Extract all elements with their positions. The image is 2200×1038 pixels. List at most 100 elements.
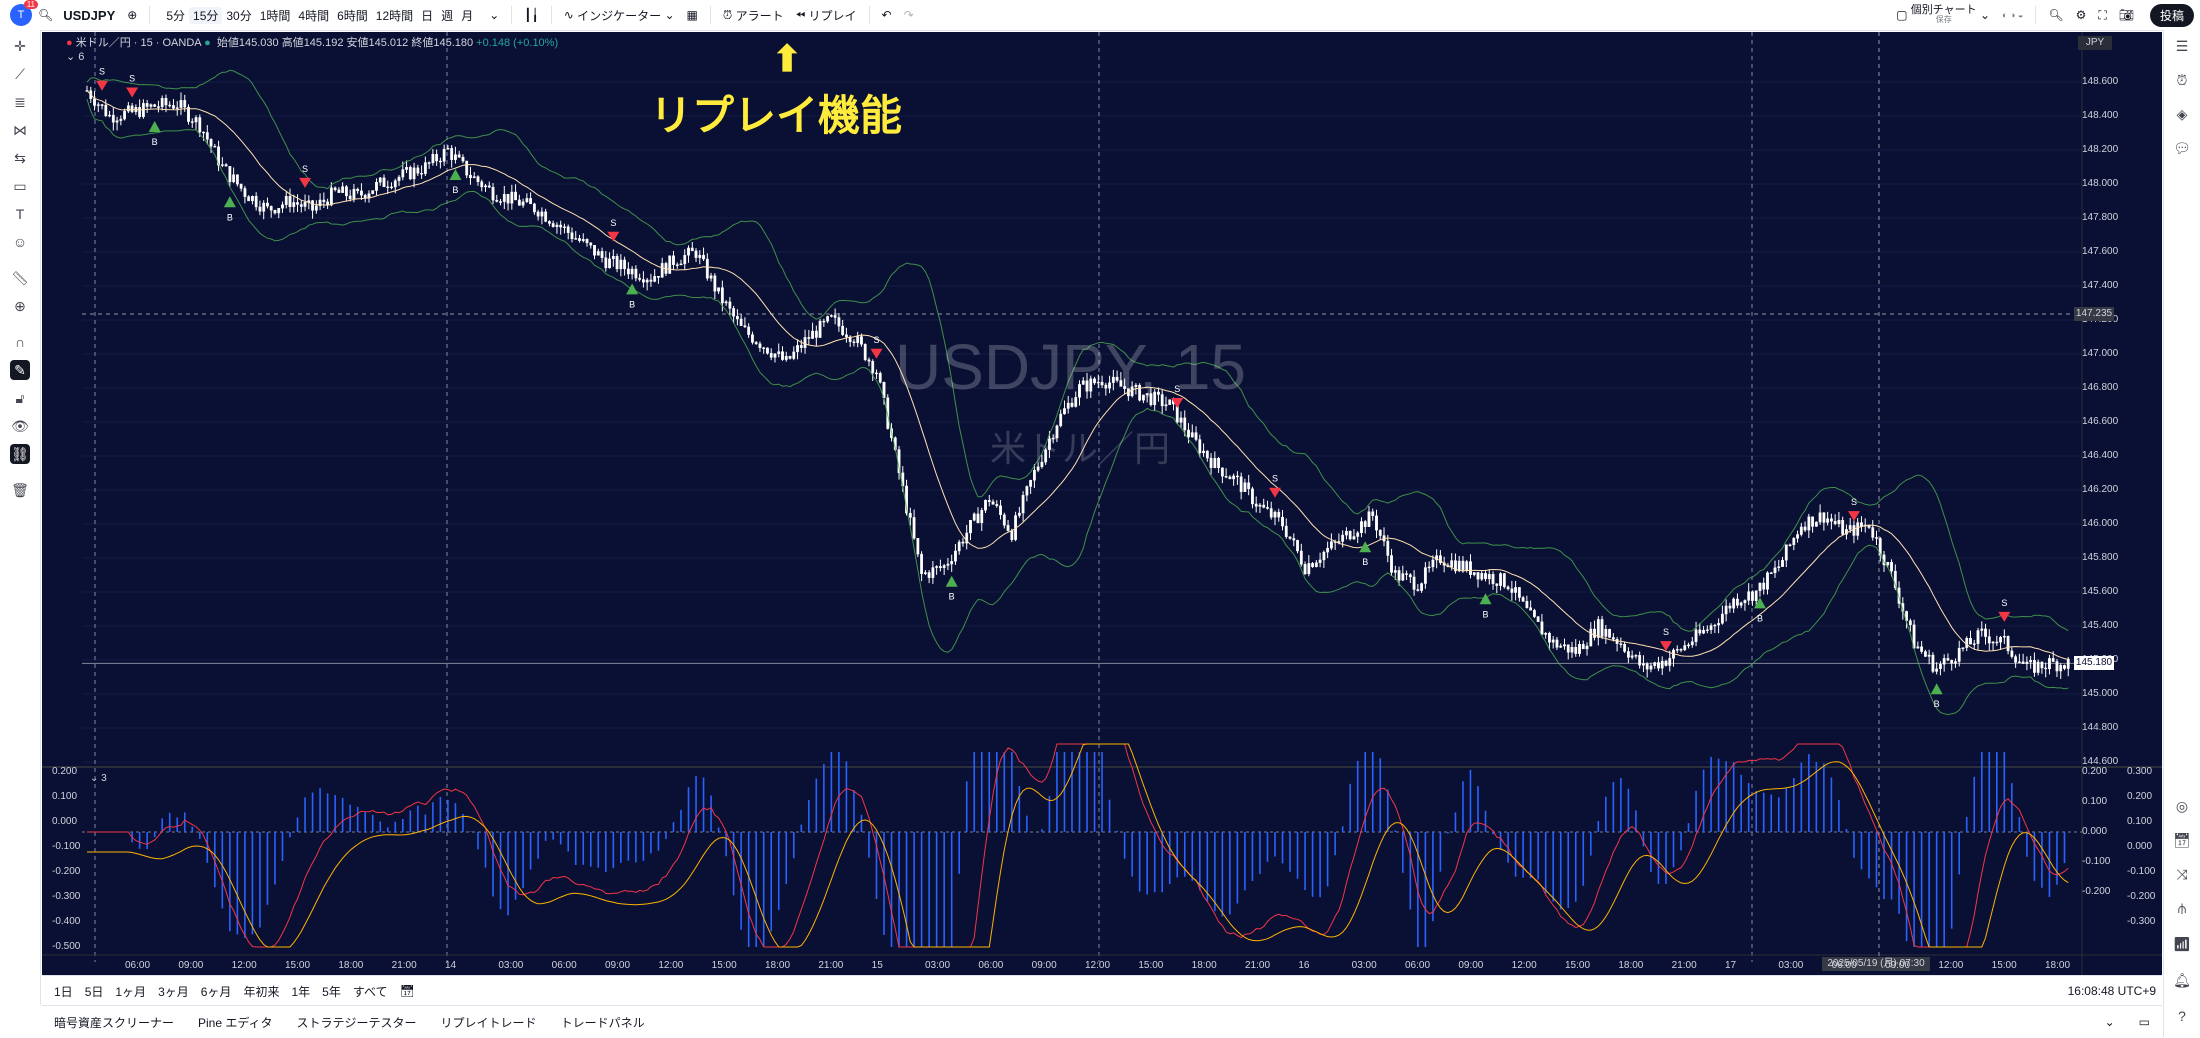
network-icon[interactable]: ⤨ <box>2176 865 2188 882</box>
add-symbol-button[interactable]: ⊕ <box>127 8 138 22</box>
range-1[interactable]: 5日 <box>84 984 104 999</box>
maximize-panel-icon[interactable]: ▭ <box>2138 1015 2150 1029</box>
clock-label[interactable]: 16:08:48 UTC+9 <box>2067 984 2156 998</box>
magnet-icon[interactable]: ∩ <box>14 334 26 350</box>
oscillator-collapse-toggle[interactable]: ⌄ 3 <box>90 773 107 784</box>
candle-body <box>1525 601 1529 608</box>
tab-1[interactable]: Pine エディタ <box>198 1015 273 1030</box>
timeframe-5[interactable]: 6時間 <box>337 8 368 23</box>
timeframe-2[interactable]: 30分 <box>226 8 252 23</box>
candle-body <box>999 505 1002 516</box>
tab-3[interactable]: リプレイトレード <box>440 1015 537 1030</box>
candle-body <box>194 117 198 123</box>
tab-0[interactable]: 暗号資産スクリーナー <box>54 1015 175 1030</box>
range-8[interactable]: すべて <box>352 984 388 999</box>
watchlist-icon[interactable]: ☰ <box>2175 37 2189 54</box>
chart-canvas[interactable]: S S B B S B S B S B S S B B S B S B S <box>42 32 2162 975</box>
crosshair-icon[interactable]: ✛ <box>14 37 26 54</box>
zoom-icon[interactable]: ⊕ <box>14 297 26 314</box>
search-icon: 🔍︎ <box>38 8 54 22</box>
forecast-icon[interactable]: ⇆ <box>14 149 26 166</box>
settings-button[interactable]: ⚙ <box>2070 0 2093 30</box>
currency-selector[interactable]: JPY <box>2078 36 2112 50</box>
range-0[interactable]: 1日 <box>54 984 73 999</box>
tab-2[interactable]: ストラテジーテスター <box>296 1015 417 1030</box>
chat-icon[interactable]: 💬︎ <box>2173 139 2191 156</box>
ruler-icon[interactable]: 📏︎ <box>11 269 29 286</box>
candle-body <box>908 512 912 518</box>
signal-icon[interactable]: 📶︎ <box>2173 935 2191 952</box>
fib-icon[interactable]: ≣ <box>14 93 26 110</box>
candle-body <box>168 104 172 107</box>
templates-button[interactable]: ▦ <box>681 0 704 30</box>
lock-icon[interactable]: 🔓︎ <box>15 389 25 406</box>
timeframe-3[interactable]: 1時間 <box>259 8 291 23</box>
layers-icon[interactable]: ◈ <box>2176 105 2188 122</box>
indicator-collapse-toggle[interactable]: ⌄ 6 <box>66 51 85 63</box>
time-tick: 21:00 <box>391 960 417 971</box>
snapshot-button[interactable]: 📷︎ <box>2113 0 2140 30</box>
candle-body <box>228 165 232 183</box>
osc-left-tick: 0.200 <box>52 766 78 777</box>
timeframe-9[interactable]: 月 <box>461 8 474 23</box>
candle-body <box>946 563 950 566</box>
layout-label: 個別チャート <box>1910 4 1977 16</box>
candle-body <box>1017 512 1021 516</box>
alert-button[interactable]: ⏰︎ アラート <box>717 0 790 30</box>
candle-body <box>1965 638 1969 648</box>
time-tick: 15:00 <box>1565 960 1591 971</box>
range-2[interactable]: 1ヶ月 <box>115 984 147 999</box>
legend-title[interactable]: 米ドル／円 · 15 · OANDA <box>75 37 202 49</box>
user-avatar[interactable]: T 11 <box>10 0 38 26</box>
undo-button[interactable]: ↶ <box>876 0 898 30</box>
timeframe-0[interactable]: 5分 <box>166 8 186 23</box>
chart-type-button[interactable]: ┃╽ <box>518 0 544 30</box>
candle-body <box>1702 629 1705 634</box>
layout-button[interactable]: ▢ 個別チャート 保存 ⌄ <box>1896 4 1991 25</box>
timeframe-4[interactable]: 4時間 <box>298 8 330 23</box>
replay-button[interactable]: ⏪︎ リプレイ <box>790 0 863 30</box>
collapse-panel-icon[interactable]: ⌄ <box>2104 1015 2115 1029</box>
time-tick: 18:00 <box>2045 960 2071 971</box>
target-icon[interactable]: ◎ <box>2175 797 2189 814</box>
timeframe-dropdown-icon[interactable]: ⌄ <box>489 8 500 22</box>
quick-search-button[interactable]: 🔍︎ <box>2042 0 2069 30</box>
range-5[interactable]: 年初来 <box>243 984 280 999</box>
link-icon[interactable]: ⛓︎ <box>10 444 30 464</box>
candle-body <box>213 146 217 148</box>
candle-body <box>923 572 927 574</box>
timeframe-7[interactable]: 日 <box>421 8 434 23</box>
candle-body <box>303 202 307 207</box>
range-6[interactable]: 1年 <box>291 984 311 999</box>
redo-button[interactable]: ↷ <box>898 0 920 30</box>
trash-icon[interactable]: 🗑︎ <box>11 481 29 498</box>
goto-date-icon[interactable]: 📅︎ <box>399 984 415 998</box>
publish-button[interactable]: 投稿 <box>2149 4 2194 27</box>
bell-icon[interactable]: 🔔︎ <box>2173 971 2191 988</box>
eye-icon[interactable]: 👁︎ <box>11 417 29 434</box>
range-7[interactable]: 5年 <box>322 984 341 999</box>
timeframe-8[interactable]: 週 <box>441 8 454 23</box>
help-icon[interactable]: ? <box>2178 1008 2186 1024</box>
range-4[interactable]: 6ヶ月 <box>200 984 232 999</box>
indicators-button[interactable]: ∿ インジケーター ⌄ <box>563 8 675 23</box>
calendar-icon[interactable]: 📅︎ <box>2173 831 2191 848</box>
pattern-icon[interactable]: ⋈ <box>13 121 27 138</box>
timeframe-6[interactable]: 12時間 <box>375 8 414 23</box>
draw-mode-icon[interactable]: ✎ <box>10 360 30 380</box>
text-icon[interactable]: T <box>15 206 25 222</box>
trendline-icon[interactable]: ⟋ <box>15 65 25 82</box>
fullscreen-button[interactable]: ⛶ <box>2092 0 2112 30</box>
tab-4[interactable]: トレードパネル <box>560 1015 645 1030</box>
time-tick: 21:00 <box>1671 960 1697 971</box>
emoji-icon[interactable]: ☺ <box>12 234 28 250</box>
shape-icon[interactable]: ▭ <box>13 177 27 194</box>
alerts-clock-icon[interactable]: ⏰︎ <box>2176 71 2188 88</box>
layout-toggle-group[interactable]: ◐ ◑ ◒ <box>2002 10 2024 20</box>
range-3[interactable]: 3ヶ月 <box>158 984 189 999</box>
chart-svg[interactable]: S S B B S B S B S B S S B B S B S B S <box>42 32 2162 975</box>
timeframe-1[interactable]: 15分 <box>189 6 223 24</box>
time-tick: 16 <box>1298 960 1310 971</box>
symbol-search[interactable]: 🔍︎ USDJPY <box>32 0 121 30</box>
pine-icon[interactable]: ⫛ <box>2177 899 2187 916</box>
